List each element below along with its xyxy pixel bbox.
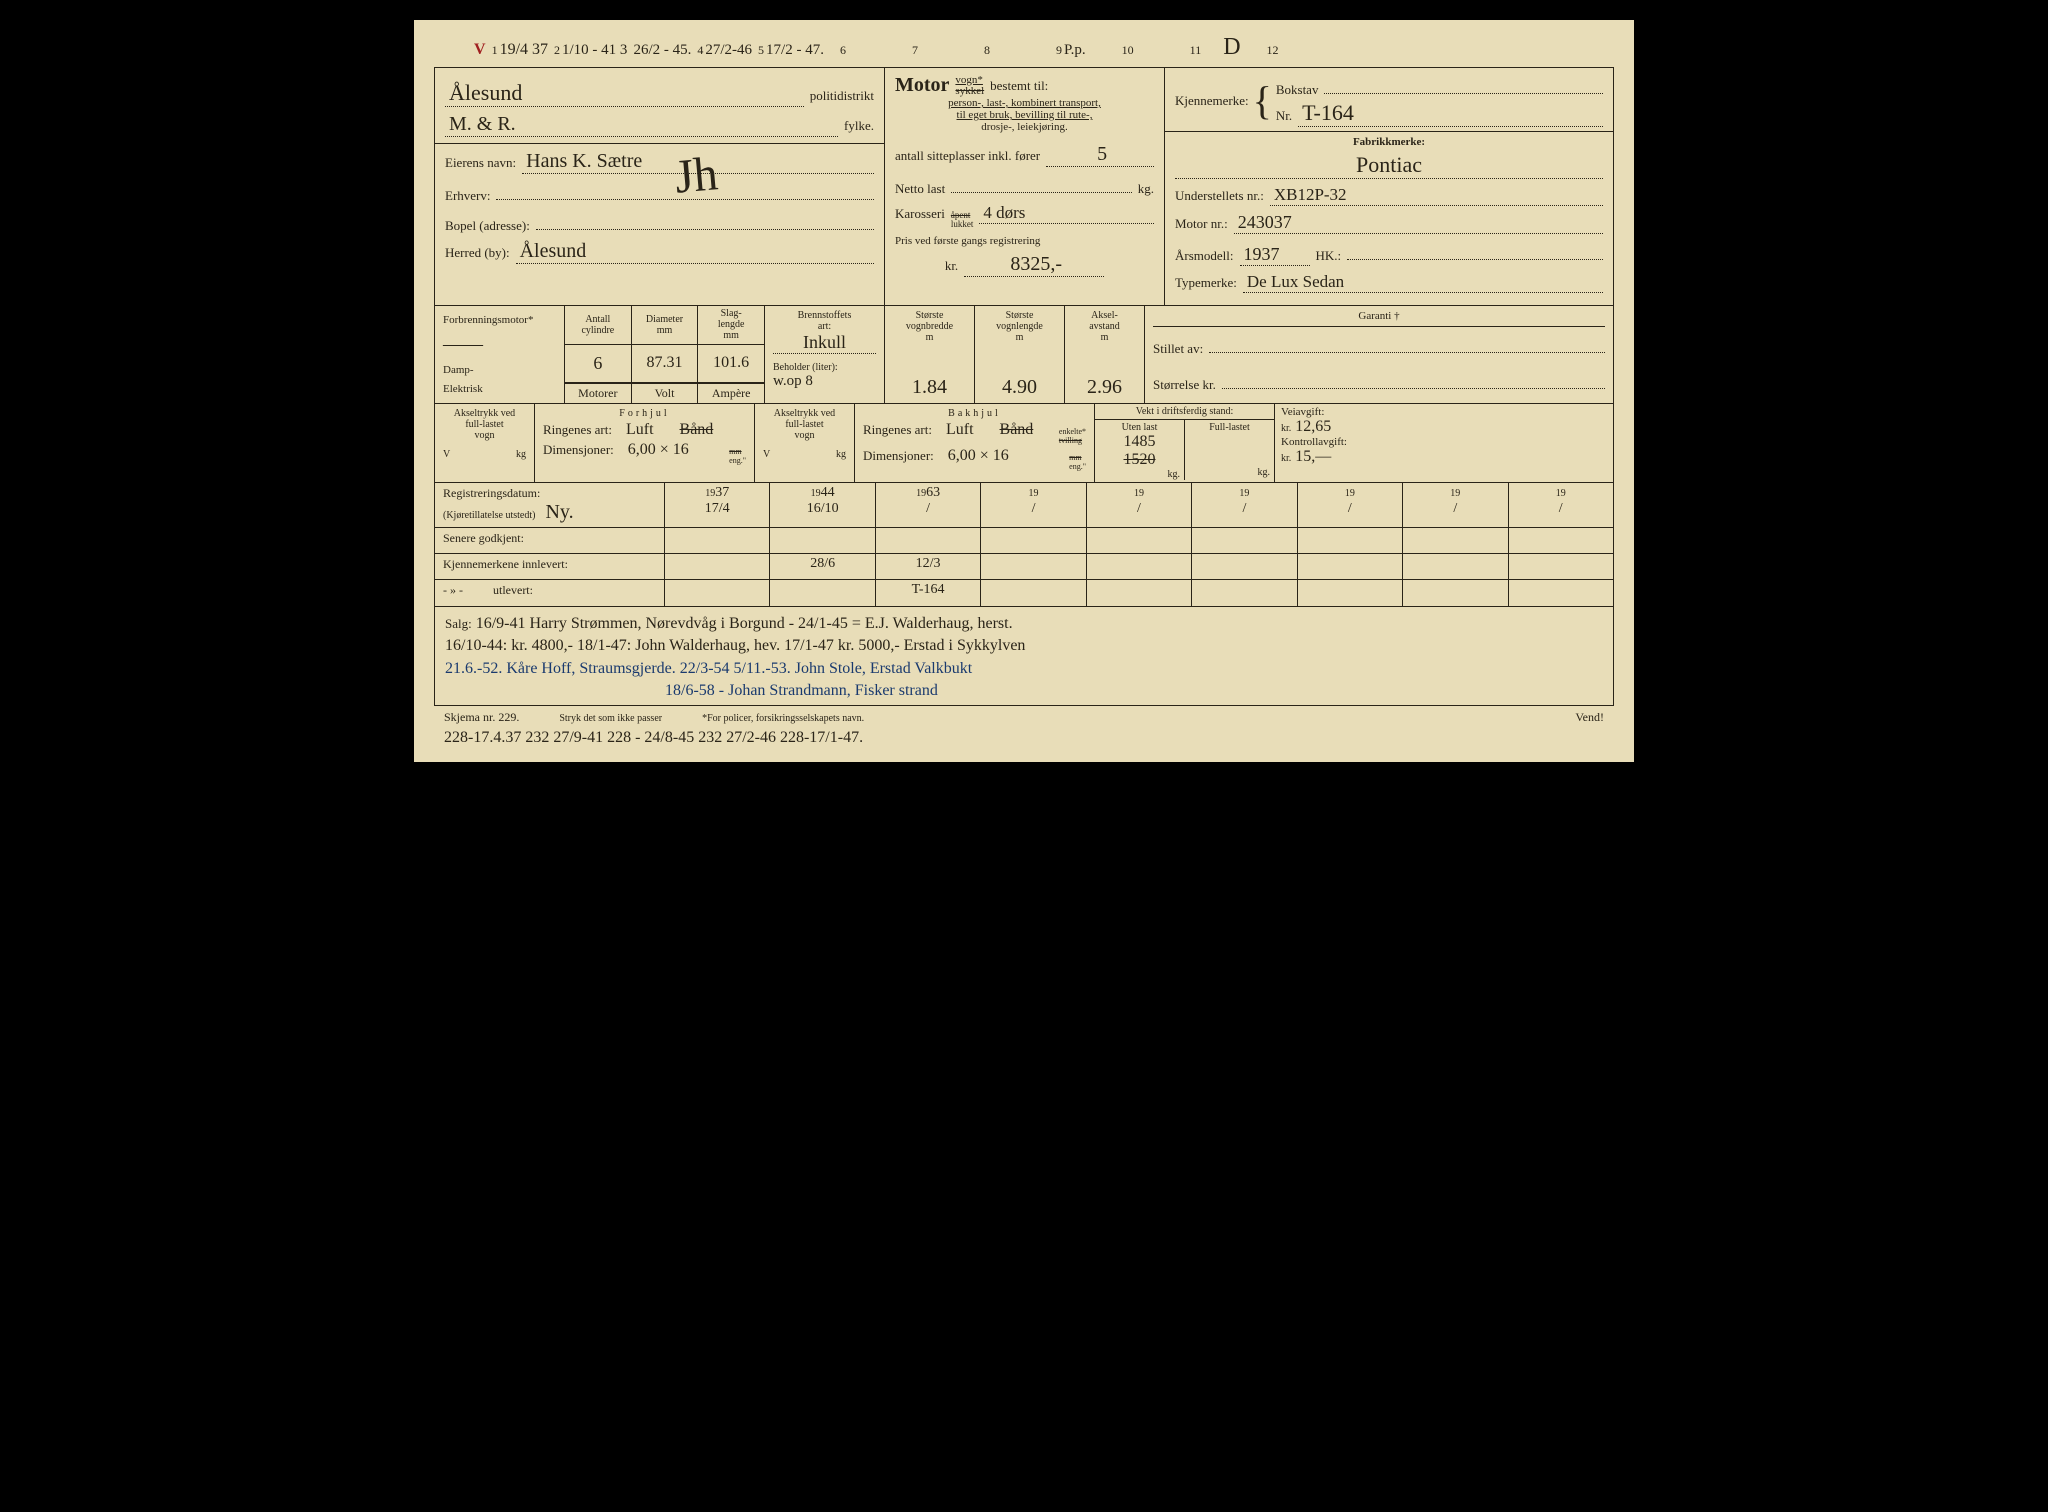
owner-section: Ålesund politidistrikt M. & R. fylke. Ei… — [435, 68, 885, 305]
herred-value: Ålesund — [516, 240, 874, 264]
footer-numbers: 228-17.4.37 232 27/9-41 228 - 24/8-45 23… — [434, 729, 1614, 747]
registration-card: V 119/4 37 21/10 - 41 3 26/2 - 45. 427/2… — [414, 20, 1634, 762]
year-value: 1937 — [1240, 244, 1310, 266]
registration-dates: Registreringsdatum:(Kjøretillatelse utst… — [435, 483, 1613, 607]
main-form: Ålesund politidistrikt M. & R. fylke. Ei… — [434, 67, 1614, 706]
signature-mark: Jh — [673, 146, 720, 205]
fylke-value: M. & R. — [445, 113, 838, 137]
politidistrikt-label: politidistrikt — [810, 88, 874, 104]
wheels-section: Akseltrykk ved full-lastet vogn Vkg Forh… — [435, 404, 1613, 483]
vehicle-id-section: Kjennemerke: { Bokstav Nr.T-164 Fabrikkm… — [1165, 68, 1613, 305]
engine-no-value: 243037 — [1234, 212, 1603, 234]
address-value — [536, 210, 874, 230]
politidistrikt-value: Ålesund — [445, 80, 804, 107]
form-number: Skjema nr. 229. — [444, 710, 519, 725]
plate-number: T-164 — [1298, 100, 1603, 127]
kjennemerke-label: Kjennemerke: — [1175, 93, 1249, 109]
address-label: Bopel (adresse): — [445, 218, 530, 234]
occupation-label: Erhverv: — [445, 188, 490, 204]
top-number-row: V 119/4 37 21/10 - 41 3 26/2 - 45. 427/2… — [434, 30, 1614, 67]
motor-title: Motor — [895, 74, 949, 97]
fylke-label: fylke. — [844, 118, 874, 134]
footer: Skjema nr. 229. Stryk det som ikke passe… — [434, 706, 1614, 729]
karosseri-value: 4 dørs — [979, 203, 1154, 224]
type-value: De Lux Sedan — [1243, 272, 1603, 293]
v-mark: V — [474, 41, 486, 59]
seats-value: 5 — [1046, 143, 1154, 167]
motor-section: Motor vogn* sykkel bestemt til: person-,… — [885, 68, 1165, 305]
engine-specs: Forbrenningsmotor* —— Damp- Elektrisk An… — [435, 306, 1613, 404]
make-value: Pontiac — [1175, 152, 1603, 179]
owner-name-label: Eierens navn: — [445, 155, 516, 171]
herred-label: Herred (by): — [445, 245, 510, 261]
chassis-value: XB12P-32 — [1270, 185, 1603, 206]
sales-section: Salg: 16/9-41 Harry Strømmen, Nørevdvåg … — [435, 607, 1613, 706]
section-header: Ålesund politidistrikt M. & R. fylke. Ei… — [435, 68, 1613, 306]
price-value: 8325,- — [964, 253, 1104, 277]
seats-label: antall sitteplasser inkl. fører — [895, 148, 1040, 164]
